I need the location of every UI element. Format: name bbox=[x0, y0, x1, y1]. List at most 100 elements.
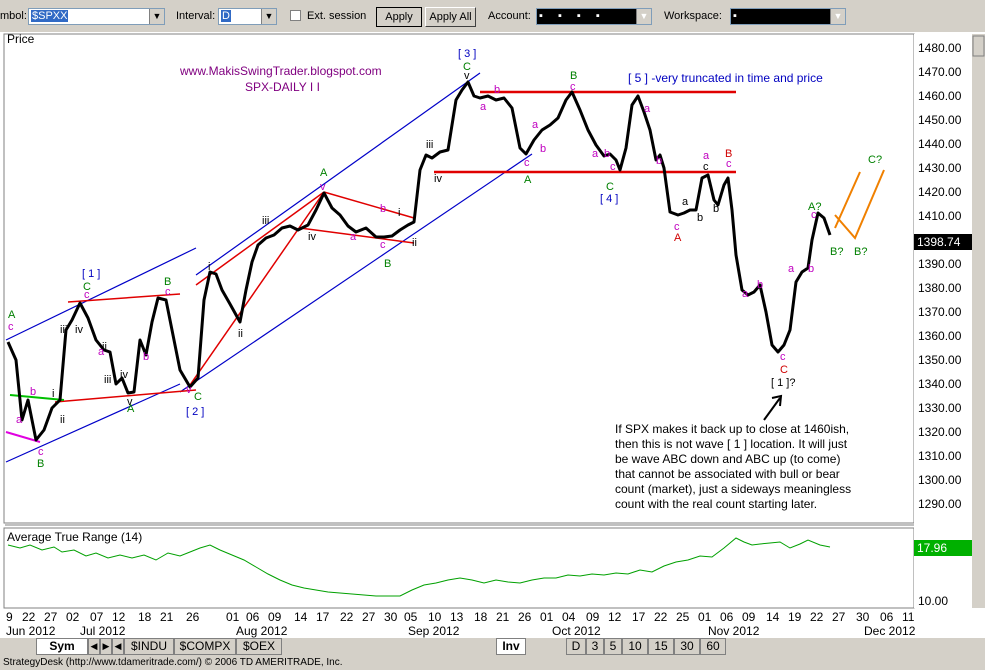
right-scrollbar[interactable] bbox=[972, 34, 985, 608]
wave-label: [ 1 ] bbox=[82, 268, 100, 280]
trendline bbox=[299, 227, 415, 244]
date-tick: 25 bbox=[676, 610, 690, 624]
chevron-down-icon[interactable]: ▼ bbox=[149, 9, 164, 24]
wave-label: v bbox=[186, 384, 192, 396]
wave-label: iii bbox=[262, 215, 269, 227]
date-tick: 19 bbox=[788, 610, 802, 624]
wave-label: A bbox=[8, 309, 16, 321]
tab-interval-15[interactable]: 15 bbox=[648, 638, 674, 655]
tab-interval-10[interactable]: 10 bbox=[622, 638, 648, 655]
wave-label: [ 4 ] bbox=[600, 193, 618, 205]
price-tick: 1470.00 bbox=[918, 65, 962, 79]
apply-all-button[interactable]: Apply All bbox=[425, 7, 476, 27]
channel-line-lower bbox=[179, 153, 533, 393]
tab-next-icon[interactable]: ▶ bbox=[100, 638, 112, 655]
date-tick: 06 bbox=[246, 610, 260, 624]
workspace-combo[interactable]: ▪ ▼ bbox=[730, 8, 846, 25]
symbol-value[interactable]: $SPXX bbox=[31, 10, 69, 22]
wave-label: a bbox=[592, 148, 599, 160]
tab-inv[interactable]: Inv bbox=[496, 638, 526, 655]
arrow-head-icon bbox=[771, 394, 783, 407]
chevron-down-icon[interactable]: ▼ bbox=[636, 9, 651, 24]
tab-interval-d[interactable]: D bbox=[566, 638, 586, 655]
date-tick: 22 bbox=[654, 610, 668, 624]
tab-prev-icon[interactable]: ◀ bbox=[112, 638, 124, 655]
interval-value[interactable]: D bbox=[221, 10, 231, 22]
apply-button[interactable]: Apply bbox=[376, 7, 422, 27]
wave-label: A bbox=[674, 232, 682, 244]
ext-session-checkbox[interactable] bbox=[290, 10, 301, 21]
wave-label: b bbox=[697, 212, 703, 224]
wave-label: [ 3 ] bbox=[458, 48, 476, 60]
date-tick: 13 bbox=[450, 610, 464, 624]
interval-label: Interval: bbox=[176, 10, 216, 22]
price-pane bbox=[3, 33, 915, 524]
tab-indu[interactable]: $INDU bbox=[124, 638, 174, 655]
wave-label: a bbox=[480, 101, 487, 113]
date-tick: 01 bbox=[226, 610, 240, 624]
wave-label: c bbox=[726, 158, 732, 170]
date-tick: 12 bbox=[608, 610, 622, 624]
tab-interval-30[interactable]: 30 bbox=[674, 638, 700, 655]
channel-line-lower-left bbox=[5, 247, 197, 341]
wave-label: C bbox=[463, 61, 471, 73]
account-combo[interactable]: ▪ ▪ ▪ ▪ ▼ bbox=[536, 8, 652, 25]
wave-label: iv bbox=[120, 369, 128, 381]
toolbar: mbol: $SPXX ▼ Interval: D ▼ Ext. session… bbox=[0, 0, 985, 33]
price-tick: 1350.00 bbox=[918, 353, 962, 367]
date-tick: 26 bbox=[518, 610, 532, 624]
wave-label: c bbox=[84, 289, 90, 301]
channel-line-upper bbox=[195, 72, 481, 276]
price-tick: 1290.00 bbox=[918, 497, 962, 511]
price-tick: 1370.00 bbox=[918, 305, 962, 319]
tab-interval-60[interactable]: 60 bbox=[700, 638, 726, 655]
chart-subtitle: SPX-DAILY I I bbox=[245, 80, 320, 94]
wave-label: c bbox=[780, 351, 786, 363]
wave-label: v bbox=[320, 181, 326, 193]
month-label: Sep 2012 bbox=[408, 624, 460, 638]
status-bar: StrategyDesk (http://www.tdameritrade.co… bbox=[0, 656, 985, 670]
workspace-value[interactable]: ▪ bbox=[733, 10, 737, 22]
wave-label: v bbox=[464, 70, 470, 82]
tab-oex[interactable]: $OEX bbox=[236, 638, 282, 655]
chart-svg[interactable]: Price Average True Range (14) 1480.00 14… bbox=[0, 32, 985, 638]
last-price: 1398.74 bbox=[917, 235, 961, 249]
tab-compx[interactable]: $COMPX bbox=[174, 638, 236, 655]
price-axis: 1480.00 1470.00 1460.00 1450.00 1440.00 … bbox=[918, 41, 962, 511]
trendline bbox=[54, 389, 197, 403]
symbol-label: mbol: bbox=[0, 10, 27, 22]
wave-label: iii bbox=[426, 139, 433, 151]
price-tick: 1340.00 bbox=[918, 377, 962, 391]
account-value[interactable]: ▪ ▪ ▪ ▪ bbox=[539, 10, 606, 22]
interval-combo[interactable]: D ▼ bbox=[218, 8, 277, 25]
price-tick: 1460.00 bbox=[918, 89, 962, 103]
chevron-down-icon[interactable]: ▼ bbox=[830, 9, 845, 24]
wave5-note: [ 5 ] -very truncated in time and price bbox=[628, 71, 823, 85]
chart-area[interactable]: Price Average True Range (14) 1480.00 14… bbox=[0, 32, 985, 638]
wave-label: c bbox=[674, 221, 680, 233]
price-tick: 1320.00 bbox=[918, 425, 962, 439]
tab-interval-3[interactable]: 3 bbox=[586, 638, 604, 655]
symbol-combo[interactable]: $SPXX ▼ bbox=[28, 8, 165, 25]
note-line: count with the real count starting later… bbox=[615, 497, 817, 511]
month-label: Aug 2012 bbox=[236, 624, 288, 638]
tab-prev-icon[interactable]: ◀ bbox=[88, 638, 100, 655]
price-line bbox=[6, 80, 832, 442]
projection-line-2 bbox=[834, 169, 885, 240]
month-label: Dec 2012 bbox=[864, 624, 916, 638]
tab-sym[interactable]: Sym bbox=[36, 638, 88, 655]
wave-label: b bbox=[713, 203, 719, 215]
wave-label: ii bbox=[238, 328, 243, 340]
chevron-down-icon[interactable]: ▼ bbox=[261, 9, 276, 24]
price-tick: 1420.00 bbox=[918, 185, 962, 199]
month-label: Jul 2012 bbox=[80, 624, 126, 638]
tab-interval-5[interactable]: 5 bbox=[604, 638, 622, 655]
wave-label: C bbox=[194, 391, 202, 403]
scroll-thumb[interactable] bbox=[972, 35, 985, 57]
wave-label: c bbox=[8, 321, 14, 333]
month-label: Jun 2012 bbox=[6, 624, 56, 638]
date-tick: 22 bbox=[340, 610, 354, 624]
wave-label: c bbox=[524, 157, 530, 169]
wave-label: a bbox=[16, 414, 23, 426]
date-tick: 11 bbox=[902, 610, 915, 624]
